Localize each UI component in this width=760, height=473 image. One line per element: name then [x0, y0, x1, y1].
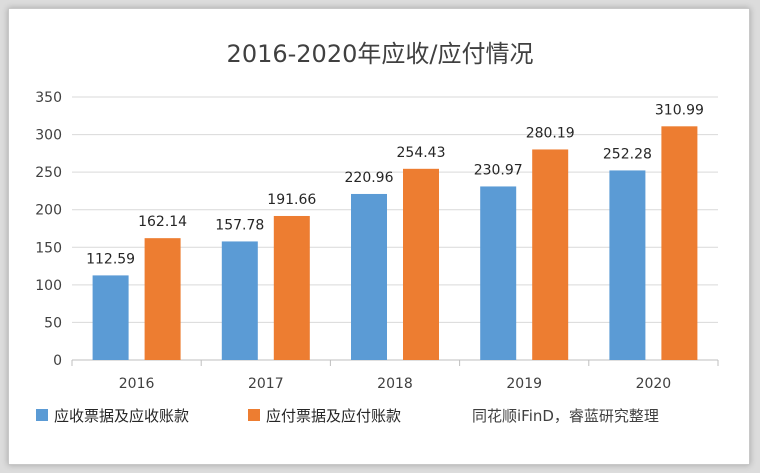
data-label: 254.43 — [397, 145, 446, 161]
chart-title: 2016-2020年应收/应付情况 — [227, 40, 534, 68]
source-note: 同花顺iFinD，睿蓝研究整理 — [472, 407, 659, 425]
y-tick-label: 50 — [44, 315, 62, 331]
bar — [273, 215, 310, 360]
bar — [609, 170, 646, 360]
y-tick-label: 350 — [35, 90, 62, 106]
y-tick-label: 250 — [35, 165, 62, 181]
data-label: 310.99 — [655, 102, 704, 118]
y-tick-label: 100 — [35, 278, 62, 294]
bar — [480, 186, 517, 360]
bar — [144, 238, 181, 360]
data-label: 157.78 — [215, 217, 264, 233]
data-label: 191.66 — [267, 192, 316, 208]
data-label: 230.97 — [474, 162, 523, 178]
bar — [351, 193, 387, 360]
bars — [92, 126, 698, 360]
bar — [92, 275, 129, 360]
y-tick-label: 0 — [53, 353, 62, 369]
y-tick-label: 150 — [35, 240, 62, 256]
x-tick-label: 2020 — [636, 376, 672, 392]
legend: 应收票据及应收账款 应付票据及应付账款 — [36, 407, 401, 425]
bar — [403, 168, 439, 360]
x-tick-label: 2016 — [119, 376, 155, 392]
y-tick-label: 200 — [35, 203, 62, 219]
bar — [661, 126, 698, 360]
bar — [532, 149, 569, 360]
data-label: 280.19 — [526, 125, 575, 141]
bar — [221, 241, 258, 360]
y-tick-label: 300 — [35, 128, 62, 144]
legend-label: 应收票据及应收账款 — [54, 407, 189, 425]
legend-swatch — [248, 409, 260, 421]
x-tick-label: 2018 — [377, 376, 413, 392]
x-tick-label: 2017 — [248, 376, 284, 392]
data-label: 112.59 — [86, 251, 135, 267]
data-label: 162.14 — [138, 214, 187, 230]
legend-swatch — [36, 409, 48, 421]
data-label: 220.96 — [345, 170, 394, 186]
data-label: 252.28 — [603, 146, 652, 162]
x-tick-label: 2019 — [506, 376, 542, 392]
legend-label: 应付票据及应付账款 — [266, 407, 401, 425]
x-axis-ticks: 2016 2017 2018 2019 2020 — [71, 360, 719, 392]
y-axis-ticks: 0 50 100 150 200 250 300 350 — [35, 90, 62, 369]
